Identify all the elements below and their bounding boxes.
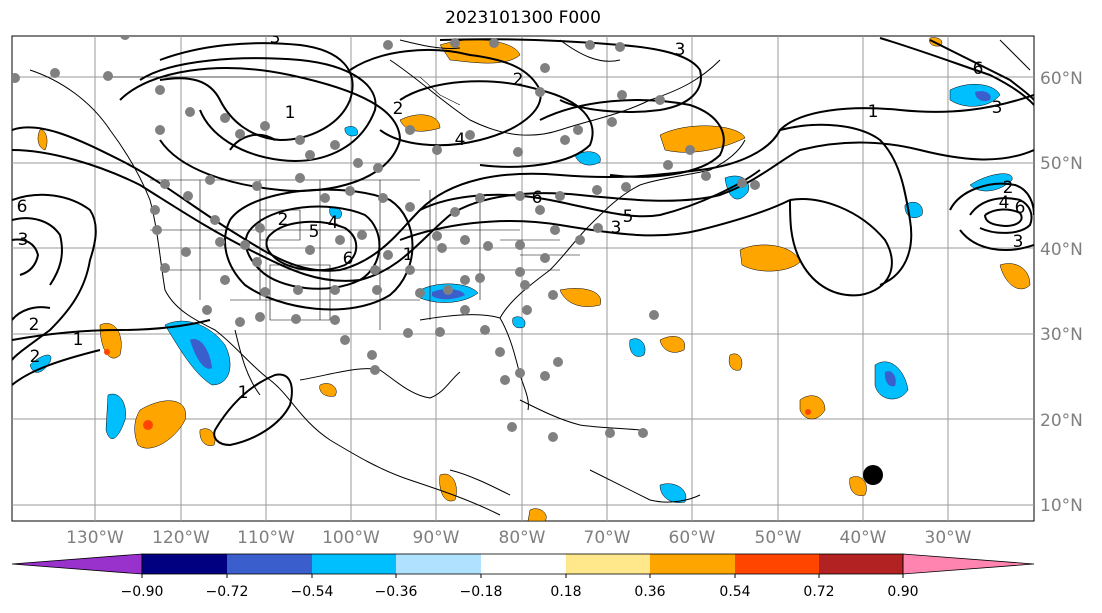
- svg-text:3: 3: [18, 230, 29, 250]
- svg-text:30°W: 30°W: [925, 528, 972, 548]
- svg-text:6: 6: [17, 197, 28, 217]
- colorbar: −0.90 −0.72 −0.54 −0.36 −0.18 0.18 0.36 …: [11, 553, 1035, 600]
- svg-text:2: 2: [513, 70, 524, 90]
- colorbar-bin: [396, 554, 481, 574]
- colorbar-tick: −0.18: [460, 584, 503, 600]
- coastlines: [29, 39, 1031, 516]
- colorbar-tick: 0.54: [719, 584, 750, 600]
- strong-positive-shading: [104, 349, 811, 430]
- svg-text:3: 3: [611, 218, 622, 238]
- svg-text:110°W: 110°W: [237, 528, 295, 548]
- svg-text:50°N: 50°N: [1040, 154, 1083, 174]
- station-markers: [12, 36, 760, 442]
- colorbar-bin: [819, 554, 903, 574]
- colorbar-bin: [142, 554, 227, 574]
- svg-text:1: 1: [73, 330, 84, 350]
- svg-text:2: 2: [30, 347, 41, 367]
- colorbar-tick: −0.90: [121, 584, 164, 600]
- svg-text:6: 6: [532, 188, 543, 208]
- colorbar-tick: −0.54: [291, 584, 334, 600]
- svg-text:50°W: 50°W: [755, 528, 802, 548]
- svg-text:4: 4: [455, 130, 466, 150]
- svg-text:1: 1: [403, 245, 414, 265]
- svg-text:6: 6: [973, 59, 984, 79]
- svg-text:4: 4: [328, 213, 339, 233]
- svg-text:6: 6: [1015, 198, 1026, 218]
- colorbar-bin: [227, 554, 312, 574]
- colorbar-tick: 0.18: [550, 584, 581, 600]
- latitude-labels: 60°N 50°N 40°N 30°N 20°N 10°N: [1040, 69, 1083, 516]
- svg-text:3: 3: [270, 28, 281, 48]
- longitude-labels: 130°W 120°W 110°W 100°W 90°W 80°W 70°W 6…: [66, 528, 972, 548]
- colorbar-tick: −0.36: [375, 584, 418, 600]
- strong-negative-shading: [190, 91, 991, 387]
- svg-text:2: 2: [1003, 178, 1014, 198]
- svg-text:40°N: 40°N: [1040, 240, 1083, 260]
- graticule: [12, 36, 1034, 521]
- map-frame: [11, 35, 1035, 522]
- svg-text:20°N: 20°N: [1040, 411, 1083, 431]
- svg-text:1: 1: [868, 102, 879, 122]
- svg-text:5: 5: [309, 222, 320, 242]
- colorbar-bin: [481, 554, 566, 574]
- svg-text:2: 2: [29, 315, 40, 335]
- colorbar-bin: [650, 554, 735, 574]
- colorbar-high-extend: [902, 553, 1035, 575]
- svg-text:130°W: 130°W: [66, 528, 124, 548]
- svg-text:40°W: 40°W: [840, 528, 887, 548]
- positive-anomaly-shading: [37, 37, 1031, 521]
- storm-center-marker: [863, 465, 883, 485]
- svg-text:2: 2: [278, 210, 289, 230]
- svg-text:3: 3: [992, 98, 1003, 118]
- colorbar-tick: −0.72: [206, 584, 249, 600]
- map-title: 2023101300 F000: [445, 8, 601, 28]
- svg-text:60°W: 60°W: [669, 528, 716, 548]
- colorbar-low-extend: [11, 553, 143, 575]
- colorbar-bin: [735, 554, 819, 574]
- svg-text:6: 6: [343, 249, 354, 269]
- svg-text:100°W: 100°W: [322, 528, 380, 548]
- colorbar-tick: 0.36: [634, 584, 665, 600]
- height-contours: [12, 37, 1034, 447]
- svg-text:10°N: 10°N: [1040, 496, 1083, 516]
- colorbar-tick: 0.90: [887, 584, 918, 600]
- colorbar-bin: [566, 554, 650, 574]
- svg-text:70°W: 70°W: [584, 528, 631, 548]
- svg-text:30°N: 30°N: [1040, 325, 1083, 345]
- svg-text:1: 1: [238, 383, 249, 403]
- contour-labels: 1 1 1 1 1 2 2 2 2 2 2 3 3 3 3 3 3 4 4 4 …: [17, 28, 1026, 403]
- svg-text:3: 3: [675, 40, 686, 60]
- colorbar-bin: [312, 554, 396, 574]
- svg-text:2: 2: [393, 99, 404, 119]
- svg-text:3: 3: [1013, 232, 1024, 252]
- colorbar-tick: 0.72: [803, 584, 834, 600]
- svg-text:4: 4: [999, 193, 1010, 213]
- svg-text:80°W: 80°W: [499, 528, 546, 548]
- svg-text:90°W: 90°W: [413, 528, 460, 548]
- svg-text:1: 1: [285, 103, 296, 123]
- svg-text:60°N: 60°N: [1040, 69, 1083, 89]
- svg-text:5: 5: [623, 207, 634, 227]
- svg-text:120°W: 120°W: [152, 528, 210, 548]
